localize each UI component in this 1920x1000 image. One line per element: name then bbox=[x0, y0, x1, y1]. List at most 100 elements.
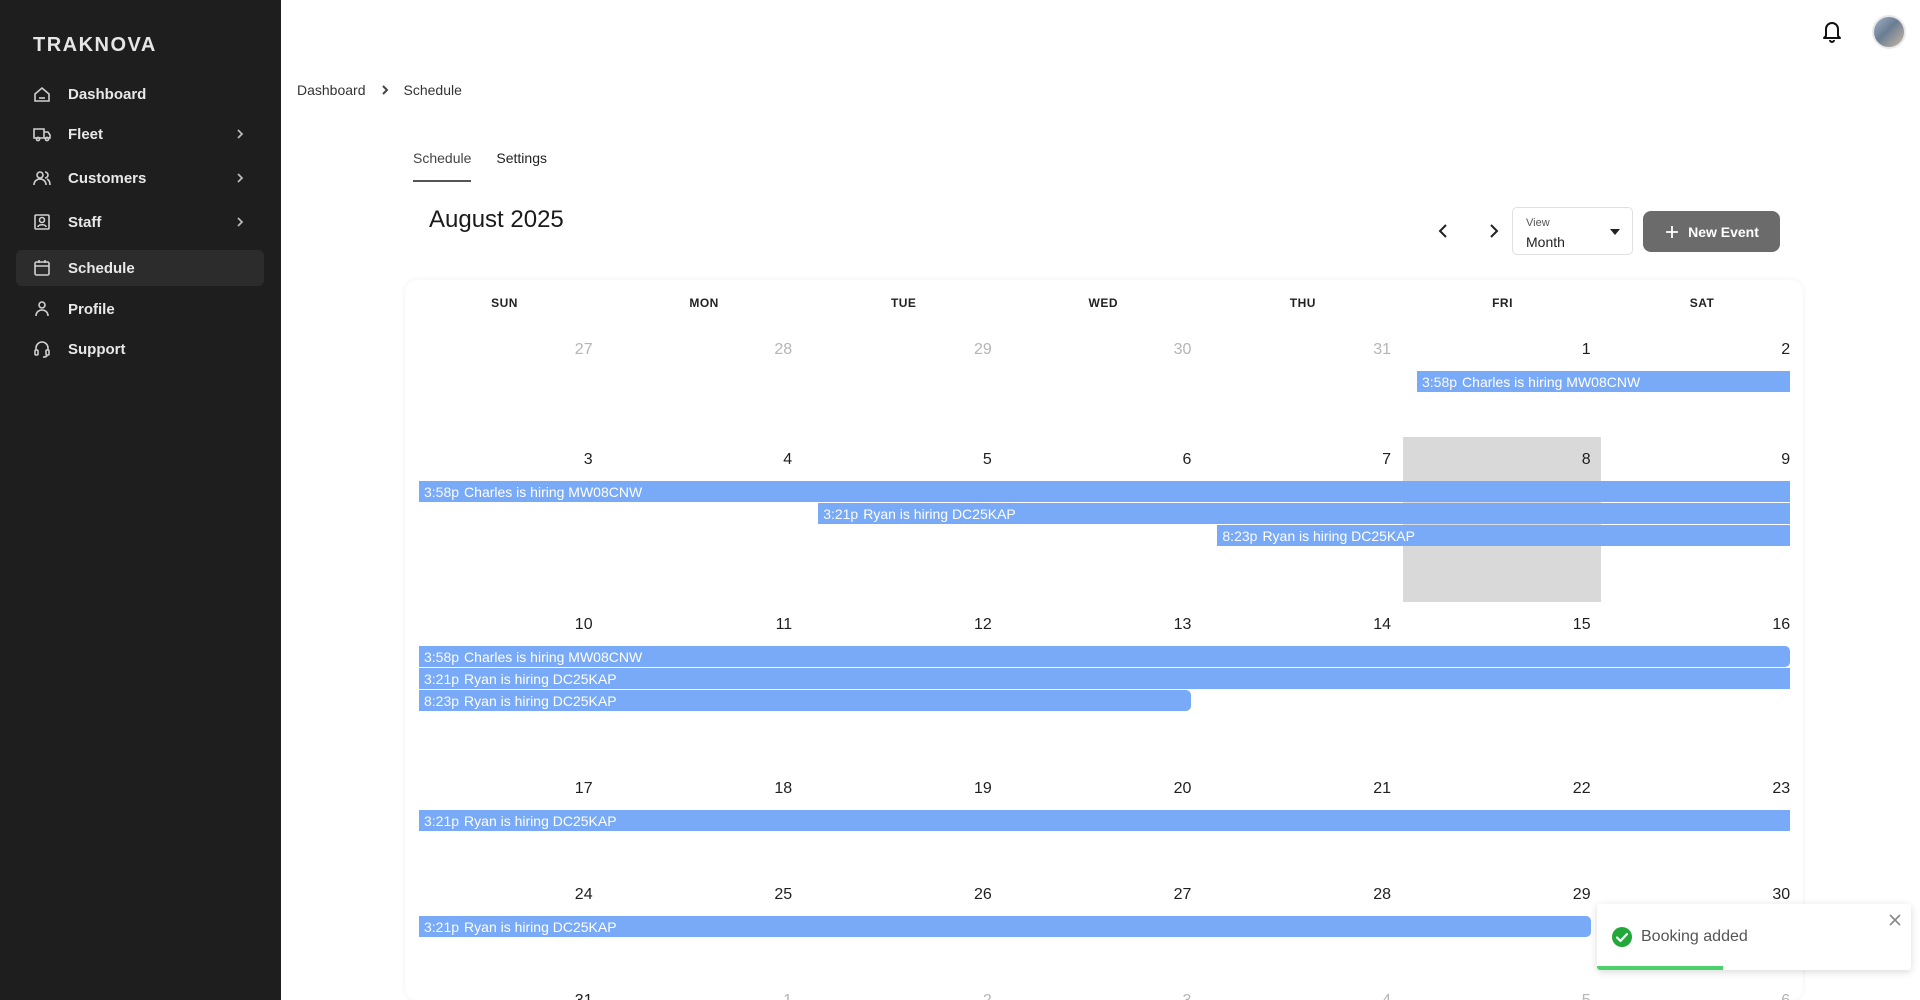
event-title: Ryan is hiring DC25KAP bbox=[1262, 527, 1415, 544]
chevron-right-icon[interactable] bbox=[1483, 221, 1503, 241]
day-cell-number[interactable]: 19 bbox=[974, 780, 992, 797]
day-cell-number[interactable]: 4 bbox=[783, 451, 793, 468]
sidebar-item-support[interactable]: Support bbox=[16, 331, 264, 367]
chevron-left-icon[interactable] bbox=[1434, 221, 1454, 241]
day-cell-number[interactable]: 6 bbox=[1182, 451, 1192, 468]
day-cell-number[interactable]: 24 bbox=[574, 886, 593, 903]
app-logo[interactable]: TRAKNOVA bbox=[33, 34, 157, 56]
day-cell-number[interactable]: 2 bbox=[952, 992, 992, 1000]
breadcrumb: Dashboard Schedule bbox=[297, 82, 462, 98]
day-cell-number[interactable]: 13 bbox=[1173, 616, 1192, 633]
calendar-event[interactable]: 3:21p Ryan is hiring DC25KAP bbox=[419, 668, 1791, 689]
day-cell-number[interactable]: 30 bbox=[1772, 886, 1791, 903]
day-cell-number[interactable]: 17 bbox=[574, 780, 593, 797]
event-title: Charles is hiring MW08CNW bbox=[464, 648, 643, 665]
toast-notification: Booking added bbox=[1597, 904, 1911, 970]
day-cell-number[interactable]: 28 bbox=[774, 341, 793, 358]
day-cell-number[interactable]: 26 bbox=[974, 886, 992, 903]
plus-icon bbox=[1666, 225, 1679, 238]
calendar-icon bbox=[34, 260, 50, 276]
day-cell-number[interactable]: 1 bbox=[1581, 341, 1591, 358]
day-cell-number[interactable]: 20 bbox=[1173, 780, 1192, 797]
breadcrumb-dashboard[interactable]: Dashboard bbox=[297, 82, 366, 98]
day-cell-number[interactable]: 31 bbox=[1373, 341, 1391, 358]
day-cell-number[interactable]: 27 bbox=[1173, 886, 1192, 903]
event-title: Ryan is hiring DC25KAP bbox=[464, 918, 617, 935]
day-cell-number[interactable]: 29 bbox=[974, 341, 992, 358]
day-cell-number[interactable]: 2 bbox=[1781, 341, 1791, 358]
calendar-event[interactable]: 3:21p Ryan is hiring DC25KAP bbox=[419, 810, 1791, 831]
sidebar-item-dashboard[interactable]: Dashboard bbox=[16, 76, 264, 112]
calendar-event[interactable]: 8:23p Ryan is hiring DC25KAP bbox=[419, 690, 1192, 711]
day-cell-number[interactable]: 5 bbox=[1551, 992, 1591, 1000]
sidebar-item-profile[interactable]: Profile bbox=[16, 291, 264, 327]
sidebar-item-fleet[interactable]: Fleet bbox=[16, 116, 264, 152]
calendar-event[interactable]: 3:58p Charles is hiring MW08CNW bbox=[1417, 371, 1791, 392]
caret-down-icon bbox=[1610, 229, 1620, 235]
day-cell-number[interactable]: 5 bbox=[982, 451, 992, 468]
tab-schedule[interactable]: Schedule bbox=[413, 150, 472, 182]
day-cell-number[interactable]: 15 bbox=[1572, 616, 1591, 633]
day-cell-number[interactable]: 23 bbox=[1772, 780, 1791, 797]
event-title: Charles is hiring MW08CNW bbox=[464, 483, 643, 500]
day-cell-number[interactable]: 25 bbox=[774, 886, 793, 903]
day-cell-number[interactable]: 12 bbox=[974, 616, 992, 633]
new-event-button[interactable]: New Event bbox=[1643, 211, 1780, 252]
day-cell-number[interactable]: 3 bbox=[1151, 992, 1191, 1000]
sidebar-item-customers[interactable]: Customers bbox=[16, 160, 264, 196]
day-of-week-header: MON bbox=[689, 296, 719, 310]
day-cell-number[interactable]: 11 bbox=[775, 616, 793, 633]
close-icon[interactable] bbox=[1889, 914, 1901, 926]
tab-settings[interactable]: Settings bbox=[496, 150, 547, 166]
day-cell-number[interactable]: 31 bbox=[553, 992, 593, 1000]
day-cell-number[interactable]: 16 bbox=[1772, 616, 1791, 633]
calendar-event[interactable]: 3:58p Charles is hiring MW08CNW bbox=[419, 646, 1791, 667]
bell-icon[interactable] bbox=[1820, 18, 1844, 44]
sidebar-item-schedule[interactable]: Schedule bbox=[16, 250, 264, 286]
view-select-value: Month bbox=[1526, 234, 1565, 250]
view-select[interactable]: View Month bbox=[1512, 207, 1633, 255]
day-of-week-header: WED bbox=[1088, 296, 1119, 310]
event-title: Charles is hiring MW08CNW bbox=[1462, 373, 1641, 390]
day-cell-number[interactable]: 21 bbox=[1373, 780, 1391, 797]
sidebar-item-label: Customers bbox=[68, 169, 147, 187]
chevron-right-icon bbox=[237, 173, 244, 183]
sidebar-item-label: Staff bbox=[68, 213, 102, 231]
day-cell-number[interactable]: 30 bbox=[1173, 341, 1192, 358]
day-cell-number[interactable]: 28 bbox=[1373, 886, 1391, 903]
event-time: 3:58p bbox=[424, 648, 460, 665]
sidebar: TRAKNOVA Dashboard Fleet Customers Staff Sch… bbox=[0, 0, 281, 1000]
day-cell-number[interactable]: 10 bbox=[574, 616, 593, 633]
day-cell-number[interactable]: 18 bbox=[774, 780, 793, 797]
toast-message: Booking added bbox=[1641, 928, 1748, 945]
event-time: 3:21p bbox=[823, 505, 859, 522]
sidebar-item-staff[interactable]: Staff bbox=[16, 204, 264, 240]
event-time: 8:23p bbox=[424, 692, 460, 709]
day-cell-number[interactable]: 27 bbox=[574, 341, 593, 358]
day-cell-number[interactable]: 14 bbox=[1373, 616, 1391, 633]
event-time: 3:21p bbox=[424, 812, 460, 829]
calendar-event[interactable]: 8:23p Ryan is hiring DC25KAP bbox=[1217, 525, 1791, 546]
day-cell-number[interactable]: 8 bbox=[1581, 451, 1591, 468]
chevron-right-icon bbox=[237, 217, 244, 227]
sidebar-item-label: Fleet bbox=[68, 125, 104, 143]
day-cell-number[interactable]: 3 bbox=[583, 451, 593, 468]
day-of-week-header: SUN bbox=[491, 296, 518, 310]
day-cell-number[interactable]: 4 bbox=[1351, 992, 1391, 1000]
day-cell-number[interactable]: 1 bbox=[752, 992, 792, 1000]
avatar[interactable] bbox=[1872, 15, 1906, 49]
new-event-label: New Event bbox=[1688, 223, 1759, 240]
day-cell-number[interactable]: 9 bbox=[1781, 451, 1791, 468]
day-cell-number[interactable]: 22 bbox=[1572, 780, 1591, 797]
calendar-event[interactable]: 3:21p Ryan is hiring DC25KAP bbox=[818, 503, 1791, 524]
day-cell-number[interactable]: 6 bbox=[1750, 992, 1790, 1000]
day-cell-number[interactable]: 29 bbox=[1572, 886, 1591, 903]
sidebar-item-label: Schedule bbox=[68, 259, 135, 277]
event-time: 3:58p bbox=[424, 483, 460, 500]
event-title: Ryan is hiring DC25KAP bbox=[464, 692, 617, 709]
toast-progress-bar bbox=[1597, 966, 1723, 970]
calendar-event[interactable]: 3:21p Ryan is hiring DC25KAP bbox=[419, 916, 1591, 937]
calendar-event[interactable]: 3:58p Charles is hiring MW08CNW bbox=[419, 481, 1791, 502]
day-of-week-header: THU bbox=[1289, 296, 1316, 310]
day-cell-number[interactable]: 7 bbox=[1382, 451, 1391, 468]
